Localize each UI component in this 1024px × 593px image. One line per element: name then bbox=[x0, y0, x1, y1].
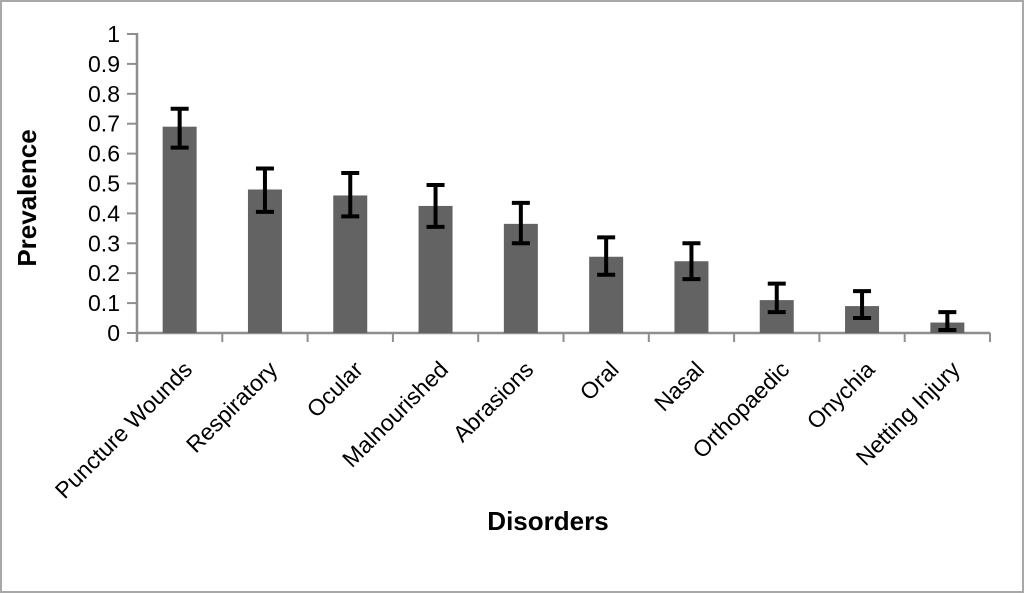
y-tick-label: 0.8 bbox=[88, 81, 120, 107]
y-axis-title: Prevalence bbox=[12, 129, 42, 266]
y-tick-label: 0.1 bbox=[88, 290, 120, 316]
y-tick-label: 0.2 bbox=[88, 260, 120, 286]
bar bbox=[162, 126, 197, 333]
x-tick-label: Abrasions bbox=[448, 356, 539, 447]
y-tick-label: 0 bbox=[107, 320, 120, 346]
x-tick-label: Ocular bbox=[301, 356, 368, 423]
y-tick-label: 0.7 bbox=[88, 111, 120, 137]
y-tick-label: 1 bbox=[107, 21, 120, 47]
y-tick-label: 0.6 bbox=[88, 141, 120, 167]
x-tick-label: Puncture Wounds bbox=[50, 356, 197, 503]
x-tick-label: Onychia bbox=[802, 356, 880, 434]
x-tick-label: Oral bbox=[575, 356, 624, 405]
x-tick-label: Respiratory bbox=[181, 356, 283, 458]
x-axis-title: Disorders bbox=[487, 506, 608, 536]
y-tick-label: 0.5 bbox=[88, 171, 120, 197]
chart-plot-area: 0 0.1 0.2 0.3 0.4 0.5 0.6 0.7 0.8 0.9 1 Puncture Wo… bbox=[50, 21, 991, 504]
y-tick-label: 0.9 bbox=[88, 51, 120, 77]
y-tick-label: 0.4 bbox=[88, 200, 120, 226]
y-tick-label: 0.3 bbox=[88, 230, 120, 256]
x-tick-label: Nasal bbox=[649, 356, 709, 416]
